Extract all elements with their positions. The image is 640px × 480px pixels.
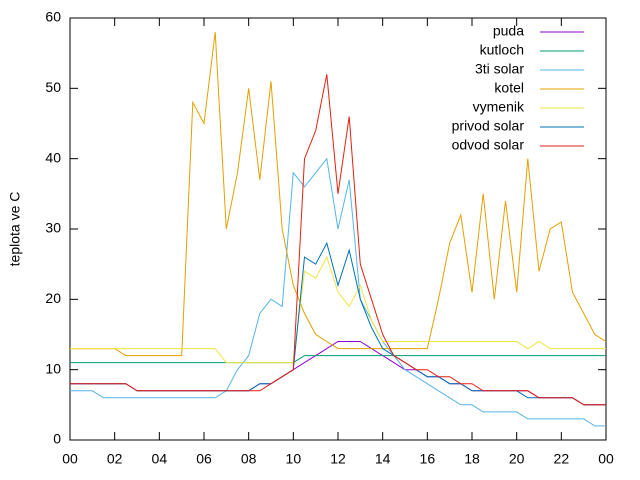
y-tick-label: 60 bbox=[45, 9, 61, 25]
series-line bbox=[70, 157, 606, 427]
series-line bbox=[70, 355, 606, 364]
legend-label: puda bbox=[493, 23, 524, 39]
y-tick-label: 40 bbox=[45, 149, 61, 165]
y-tick-label: 50 bbox=[45, 79, 61, 95]
series-line bbox=[70, 32, 607, 357]
y-axis-label: teplota ve C bbox=[7, 192, 23, 267]
x-tick-label: 10 bbox=[286, 451, 302, 467]
x-tick-label: 20 bbox=[509, 451, 525, 467]
legend-label: odvod solar bbox=[452, 137, 525, 153]
legend-label: kotel bbox=[494, 80, 524, 96]
legend-label: vymenik bbox=[473, 99, 525, 115]
x-tick-label: 00 bbox=[62, 451, 78, 467]
legend-label: kutloch bbox=[480, 42, 524, 58]
x-tick-label: 08 bbox=[241, 451, 257, 467]
x-tick-label: 04 bbox=[152, 451, 168, 467]
series-line bbox=[70, 74, 606, 406]
x-tick-label: 12 bbox=[330, 451, 346, 467]
y-tick-label: 10 bbox=[45, 360, 61, 376]
x-tick-label: 02 bbox=[107, 451, 123, 467]
y-tick-label: 20 bbox=[45, 290, 61, 306]
x-tick-label: 14 bbox=[375, 451, 391, 467]
x-tick-label: 00 bbox=[598, 451, 614, 467]
x-tick-label: 06 bbox=[196, 451, 212, 467]
x-tick-label: 22 bbox=[554, 451, 570, 467]
x-tick-label: 18 bbox=[464, 451, 480, 467]
y-tick-label: 0 bbox=[53, 431, 61, 447]
x-tick-label: 16 bbox=[420, 451, 436, 467]
series-line bbox=[70, 255, 606, 364]
legend-label: privod solar bbox=[452, 118, 525, 134]
y-tick-label: 30 bbox=[45, 220, 61, 236]
legend-label: 3ti solar bbox=[475, 61, 524, 77]
